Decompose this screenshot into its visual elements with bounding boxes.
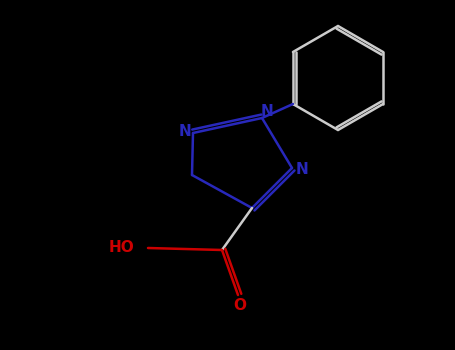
Text: N: N	[296, 162, 308, 177]
Text: N: N	[261, 105, 273, 119]
Text: O: O	[233, 298, 247, 313]
Text: HO: HO	[108, 240, 134, 256]
Text: N: N	[179, 124, 192, 139]
